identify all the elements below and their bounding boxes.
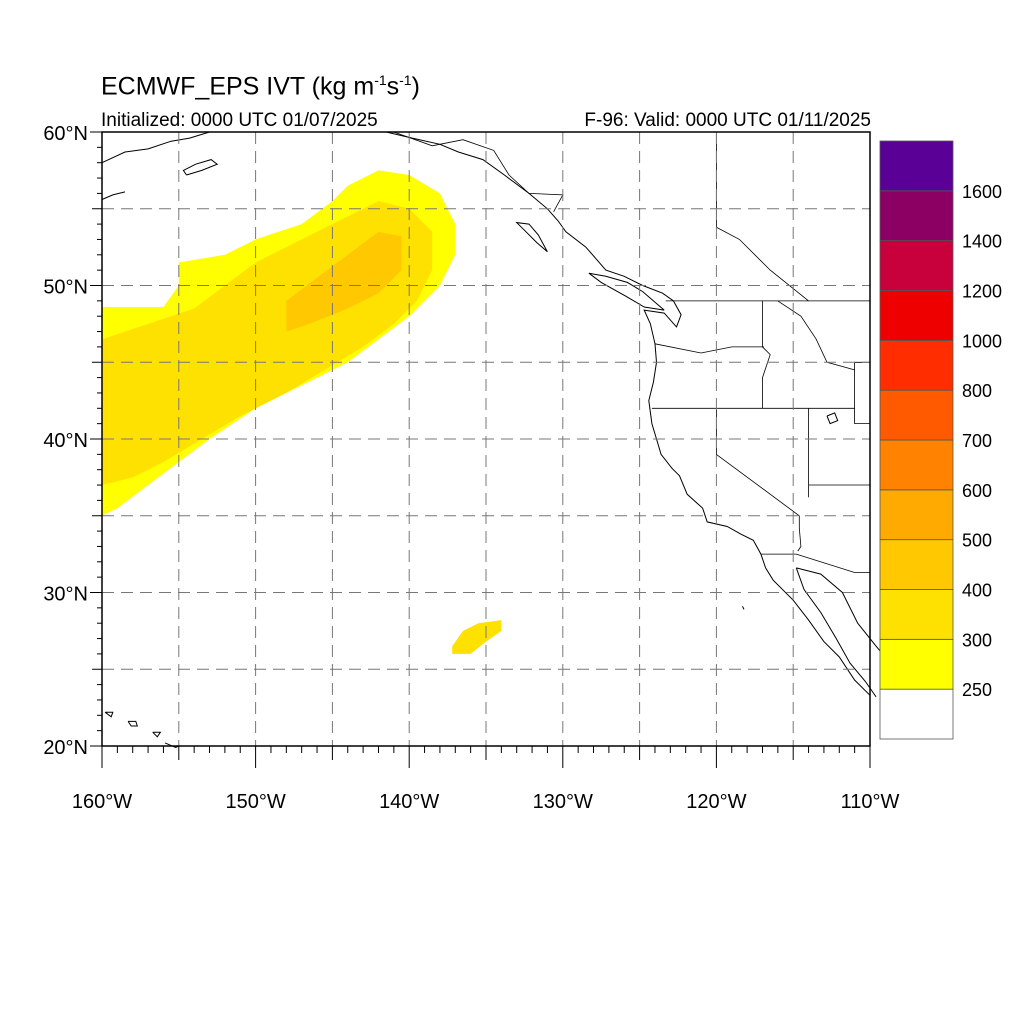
subtropical-patch-300-3 <box>452 620 502 654</box>
wa-or-line <box>654 343 764 354</box>
great-salt-lake <box>826 412 839 425</box>
hawaii-maui <box>152 731 162 738</box>
colorbar-bin <box>879 489 954 541</box>
colorbar-label: 250 <box>962 680 992 700</box>
vancouver-island <box>588 272 665 311</box>
alaska-canada-border <box>393 131 564 212</box>
sea-island-guadalupe <box>742 606 745 610</box>
wyoming-west-line <box>854 361 871 425</box>
colorbar-bin <box>879 688 954 740</box>
lat-label: 30°N <box>43 584 88 606</box>
colorbar-label: 1400 <box>962 232 1002 252</box>
lat-label: 40°N <box>43 430 88 452</box>
colorbar-bin <box>879 140 954 192</box>
kodiak-island <box>182 159 219 176</box>
hawaii-oahu <box>127 720 138 727</box>
lat-label: 50°N <box>43 277 88 299</box>
lon-label: 150°W <box>225 791 285 813</box>
lon-label: 120°W <box>686 791 746 813</box>
colorbar-bin <box>879 190 954 242</box>
initialized-time: Initialized: 0000 UTC 01/07/2025 <box>101 110 378 131</box>
lat-label: 20°N <box>43 737 88 759</box>
north-pacific-plume-400-2 <box>286 231 402 332</box>
chart-title: ECMWF_EPS IVT (kg m-1s-1) <box>101 72 420 101</box>
colorbar-bin <box>879 439 954 491</box>
west-coast-coastline <box>386 131 871 696</box>
montana-west-line <box>777 300 855 371</box>
idaho-west-line <box>762 300 771 409</box>
alaska-southcoast <box>101 131 210 164</box>
valid-time: F-96: Valid: 0000 UTC 01/11/2025 <box>584 110 871 131</box>
ca-nv-line <box>716 408 800 517</box>
alaska-peninsula-edge <box>101 191 126 200</box>
baja-east-coast <box>795 567 877 698</box>
colorbar-label: 600 <box>962 481 992 501</box>
lon-label: 140°W <box>379 791 439 813</box>
colorbar-bin <box>879 240 954 291</box>
colorbar-bin <box>879 389 954 441</box>
colorbar-bin <box>879 539 954 590</box>
colorbar-label: 400 <box>962 581 992 601</box>
lon-label: 110°W <box>841 791 900 813</box>
colorbar-bin <box>879 339 954 391</box>
colorbar-label: 1600 <box>962 182 1002 202</box>
colorbar-label: 500 <box>962 531 992 551</box>
lat-label: 60°N <box>43 123 88 145</box>
haida-gwaii <box>515 221 548 253</box>
colorbar-label: 1200 <box>962 282 1002 302</box>
colorbar-label: 700 <box>962 431 992 451</box>
az-ca-river <box>797 515 802 552</box>
colorbar-label: 800 <box>962 381 992 401</box>
colorbar-bin <box>879 589 954 640</box>
colorbar-label: 1000 <box>962 331 1002 351</box>
hawaii-kauai <box>104 711 114 718</box>
hawaii-big-island <box>164 742 180 749</box>
lon-label: 160°W <box>72 791 132 813</box>
colorbar-label: 300 <box>962 630 992 650</box>
mexico-us-border <box>760 553 870 573</box>
lon-label: 130°W <box>533 791 593 813</box>
colorbar-bin <box>879 638 954 690</box>
colorbar-bin <box>879 290 954 341</box>
bc-ab-line <box>716 132 809 302</box>
